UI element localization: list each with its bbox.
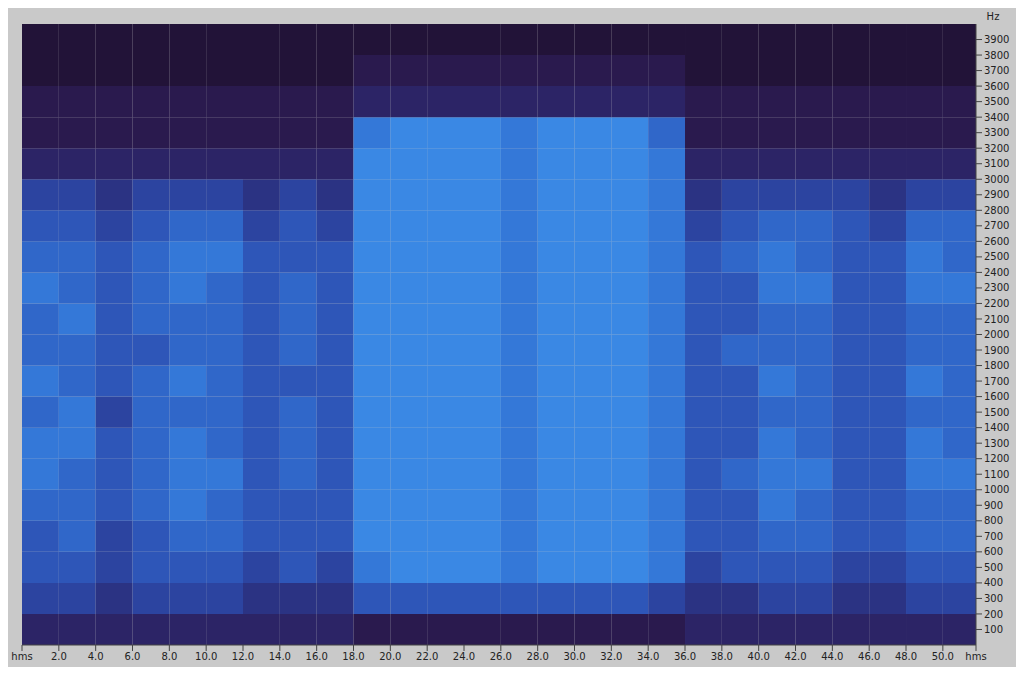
svg-text:hms: hms: [965, 651, 986, 662]
svg-text:1300: 1300: [984, 438, 1009, 449]
svg-text:46.0: 46.0: [858, 651, 880, 662]
svg-text:2900: 2900: [984, 189, 1009, 200]
svg-text:200: 200: [984, 609, 1003, 620]
svg-text:12.0: 12.0: [232, 651, 254, 662]
svg-text:1600: 1600: [984, 391, 1009, 402]
svg-text:34.0: 34.0: [637, 651, 659, 662]
svg-text:3700: 3700: [984, 65, 1009, 76]
svg-text:3500: 3500: [984, 96, 1009, 107]
svg-text:24.0: 24.0: [453, 651, 475, 662]
svg-text:100: 100: [984, 624, 1003, 635]
svg-text:300: 300: [984, 593, 1003, 604]
svg-text:1100: 1100: [984, 469, 1009, 480]
svg-text:30.0: 30.0: [563, 651, 585, 662]
svg-text:3400: 3400: [984, 112, 1009, 123]
svg-text:3800: 3800: [984, 50, 1009, 61]
svg-text:26.0: 26.0: [490, 651, 512, 662]
svg-text:2.0: 2.0: [51, 651, 67, 662]
svg-text:3000: 3000: [984, 174, 1009, 185]
svg-text:2800: 2800: [984, 205, 1009, 216]
svg-text:2100: 2100: [984, 314, 1009, 325]
svg-text:400: 400: [984, 577, 1003, 588]
svg-text:3300: 3300: [984, 127, 1009, 138]
svg-text:50.0: 50.0: [932, 651, 954, 662]
svg-text:hms: hms: [11, 651, 32, 662]
svg-text:2400: 2400: [984, 267, 1009, 278]
svg-text:2700: 2700: [984, 220, 1009, 231]
svg-text:1200: 1200: [984, 453, 1009, 464]
svg-text:800: 800: [984, 515, 1003, 526]
svg-text:500: 500: [984, 562, 1003, 573]
svg-text:2300: 2300: [984, 282, 1009, 293]
svg-text:2600: 2600: [984, 236, 1009, 247]
svg-text:40.0: 40.0: [748, 651, 770, 662]
svg-text:3600: 3600: [984, 81, 1009, 92]
svg-text:2000: 2000: [984, 329, 1009, 340]
svg-text:1500: 1500: [984, 407, 1009, 418]
svg-text:3100: 3100: [984, 158, 1009, 169]
svg-text:14.0: 14.0: [269, 651, 291, 662]
svg-text:42.0: 42.0: [784, 651, 806, 662]
svg-text:Hz: Hz: [987, 11, 1000, 22]
svg-text:2200: 2200: [984, 298, 1009, 309]
svg-text:700: 700: [984, 531, 1003, 542]
svg-text:2500: 2500: [984, 251, 1009, 262]
svg-text:44.0: 44.0: [821, 651, 843, 662]
svg-text:1700: 1700: [984, 376, 1009, 387]
svg-text:10.0: 10.0: [195, 651, 217, 662]
svg-text:38.0: 38.0: [711, 651, 733, 662]
svg-text:8.0: 8.0: [161, 651, 177, 662]
svg-text:32.0: 32.0: [600, 651, 622, 662]
svg-text:22.0: 22.0: [416, 651, 438, 662]
svg-text:1000: 1000: [984, 484, 1009, 495]
svg-text:900: 900: [984, 500, 1003, 511]
svg-text:4.0: 4.0: [88, 651, 104, 662]
svg-text:3900: 3900: [984, 34, 1009, 45]
svg-text:600: 600: [984, 546, 1003, 557]
svg-text:28.0: 28.0: [527, 651, 549, 662]
svg-text:16.0: 16.0: [306, 651, 328, 662]
svg-text:3200: 3200: [984, 143, 1009, 154]
svg-text:18.0: 18.0: [342, 651, 364, 662]
svg-text:1400: 1400: [984, 422, 1009, 433]
svg-text:1900: 1900: [984, 345, 1009, 356]
svg-text:36.0: 36.0: [674, 651, 696, 662]
svg-text:20.0: 20.0: [379, 651, 401, 662]
svg-text:48.0: 48.0: [895, 651, 917, 662]
svg-text:1800: 1800: [984, 360, 1009, 371]
svg-text:6.0: 6.0: [125, 651, 141, 662]
